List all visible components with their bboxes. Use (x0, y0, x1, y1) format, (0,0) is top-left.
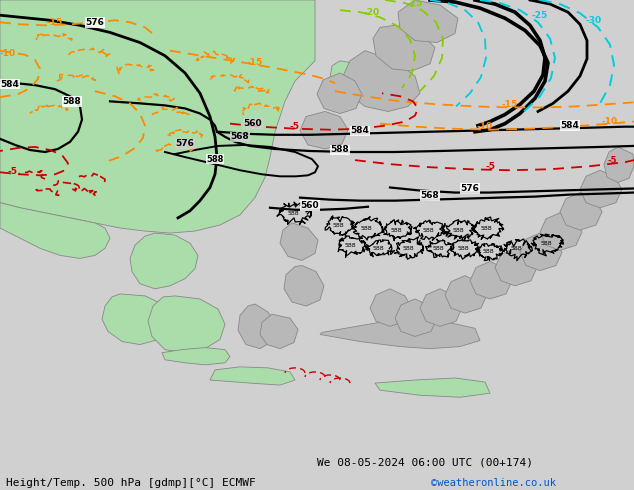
Text: -25: -25 (407, 0, 423, 7)
Polygon shape (395, 299, 437, 337)
Text: 588: 588 (453, 228, 465, 233)
Text: We 08-05-2024 06:00 UTC (00+174): We 08-05-2024 06:00 UTC (00+174) (317, 458, 533, 468)
Polygon shape (300, 112, 348, 149)
Text: -15: -15 (502, 100, 518, 109)
Text: -25: -25 (532, 11, 548, 20)
Polygon shape (370, 289, 412, 326)
Text: 588: 588 (541, 241, 553, 246)
Text: 584: 584 (1, 79, 20, 89)
Polygon shape (398, 0, 458, 43)
Text: -15: -15 (47, 18, 63, 27)
Polygon shape (375, 378, 490, 397)
Text: 588: 588 (403, 246, 415, 251)
Polygon shape (560, 193, 602, 230)
Polygon shape (317, 73, 362, 114)
Text: 588: 588 (481, 226, 493, 231)
Polygon shape (260, 314, 298, 348)
Text: -5: -5 (290, 122, 300, 131)
Text: 568: 568 (231, 132, 249, 141)
Text: Height/Temp. 500 hPa [gdmp][°C] ECMWF: Height/Temp. 500 hPa [gdmp][°C] ECMWF (6, 478, 256, 488)
Text: 588: 588 (330, 146, 349, 154)
Polygon shape (102, 294, 172, 344)
Polygon shape (162, 347, 230, 365)
Text: -20: -20 (364, 8, 380, 17)
Text: 584: 584 (560, 121, 579, 130)
Text: 568: 568 (420, 191, 439, 200)
Text: 588: 588 (511, 246, 522, 251)
Text: 576: 576 (176, 139, 195, 148)
Text: 588: 588 (63, 97, 81, 106)
Text: 588: 588 (333, 223, 345, 228)
Text: 584: 584 (351, 126, 370, 135)
Text: 588: 588 (433, 246, 444, 251)
Text: -30: -30 (586, 16, 602, 25)
Text: -10: -10 (477, 122, 493, 131)
Polygon shape (580, 170, 622, 208)
Text: ©weatheronline.co.uk: ©weatheronline.co.uk (431, 478, 556, 488)
Polygon shape (130, 233, 198, 289)
Polygon shape (320, 319, 480, 348)
Text: 576: 576 (86, 18, 105, 27)
Text: 560: 560 (301, 201, 320, 210)
Text: 588: 588 (423, 228, 435, 233)
Polygon shape (520, 233, 562, 270)
Text: 560: 560 (243, 119, 262, 128)
Polygon shape (284, 266, 324, 306)
Polygon shape (495, 248, 537, 286)
Polygon shape (210, 367, 295, 385)
Polygon shape (0, 0, 315, 233)
Polygon shape (420, 289, 462, 326)
Polygon shape (540, 213, 582, 250)
Polygon shape (148, 296, 225, 353)
Polygon shape (373, 25, 435, 71)
Text: 588: 588 (373, 246, 385, 251)
Text: -5: -5 (607, 156, 617, 165)
Text: 588: 588 (288, 211, 300, 216)
Text: -10: -10 (602, 117, 618, 126)
Text: 576: 576 (460, 184, 479, 193)
Polygon shape (445, 276, 487, 313)
Polygon shape (238, 304, 278, 348)
Polygon shape (0, 203, 110, 258)
Polygon shape (330, 61, 380, 91)
Polygon shape (280, 223, 318, 261)
Text: -10: -10 (0, 49, 16, 58)
Text: -5: -5 (485, 162, 495, 171)
Text: 588: 588 (458, 246, 470, 251)
Text: -5: -5 (7, 167, 17, 176)
Polygon shape (343, 50, 420, 112)
Polygon shape (470, 262, 512, 299)
Polygon shape (604, 147, 634, 182)
Text: 588: 588 (206, 155, 224, 164)
Text: 588: 588 (391, 228, 403, 233)
Text: 588: 588 (483, 249, 495, 254)
Text: 588: 588 (345, 243, 356, 248)
Text: 588: 588 (361, 226, 373, 231)
Text: -15: -15 (247, 58, 263, 67)
